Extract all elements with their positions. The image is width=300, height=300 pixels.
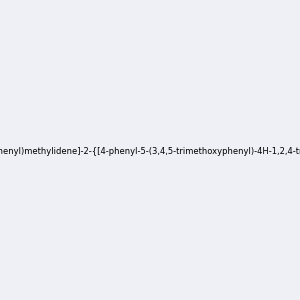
Text: N'-[(E)-(3-ethoxy-2-hydroxyphenyl)methylidene]-2-{[4-phenyl-5-(3,4,5-trimethoxyp: N'-[(E)-(3-ethoxy-2-hydroxyphenyl)methyl… [0,147,300,156]
